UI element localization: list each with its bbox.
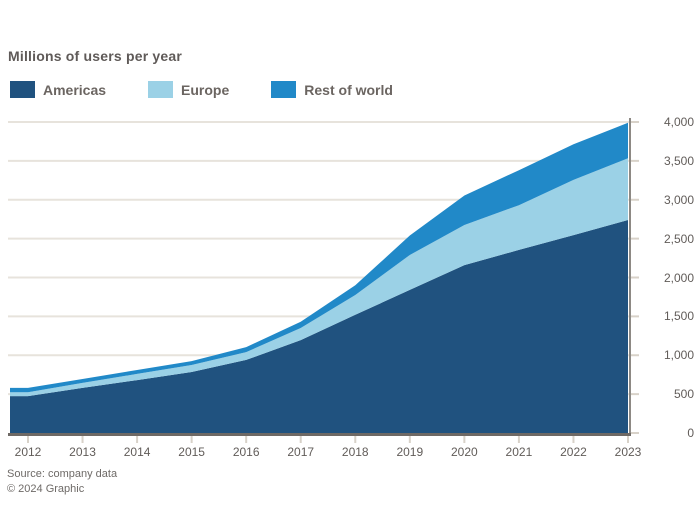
legend-label: Rest of world [304,81,393,98]
y-tick-label: 4,000 [663,115,694,129]
x-tick-label: 2017 [287,445,315,459]
legend-label: Americas [43,81,107,98]
y-tick-label: 3,500 [663,153,694,168]
y-tick-label: 1,500 [663,309,694,324]
legend-item: Europe [148,81,229,98]
y-tick-label: 0 [687,426,694,440]
legend-label: Europe [181,81,230,98]
x-tick-label: 2022 [560,445,587,459]
x-tick-label: 2019 [396,445,424,459]
legend-item: Rest of world [271,81,393,98]
x-tick-label: 2012 [14,445,42,459]
x-tick-label: 2021 [505,445,533,459]
source-note: Source: company data [7,468,118,480]
x-tick-label: 2020 [451,445,478,459]
x-tick-label: 2015 [178,445,205,459]
legend: Americas Europe Rest of world [10,81,435,98]
x-tick-label: 2023 [614,445,642,459]
chart-title: Millions of users per year [8,48,183,64]
legend-swatch-series-1 [10,81,35,98]
y-tick-label: 3,000 [663,192,694,207]
x-tick-label: 2013 [69,445,96,459]
y-tick-label: 500 [673,387,694,402]
legend-swatch-series-2 [148,81,174,98]
legend-swatch-series-3 [271,81,297,98]
legend-item: Americas [10,81,106,98]
area-series-1 [10,220,628,433]
y-tick-label: 2,500 [663,231,694,246]
x-tick-label: 2014 [123,445,151,459]
area-series-3 [10,122,628,393]
y-tick-label: 1,000 [663,348,694,363]
credit-note: © 2024 Graphic [7,483,85,495]
y-tick-label: 2,000 [663,270,694,285]
x-tick-label: 2016 [232,445,260,459]
x-tick-label: 2018 [341,445,369,459]
